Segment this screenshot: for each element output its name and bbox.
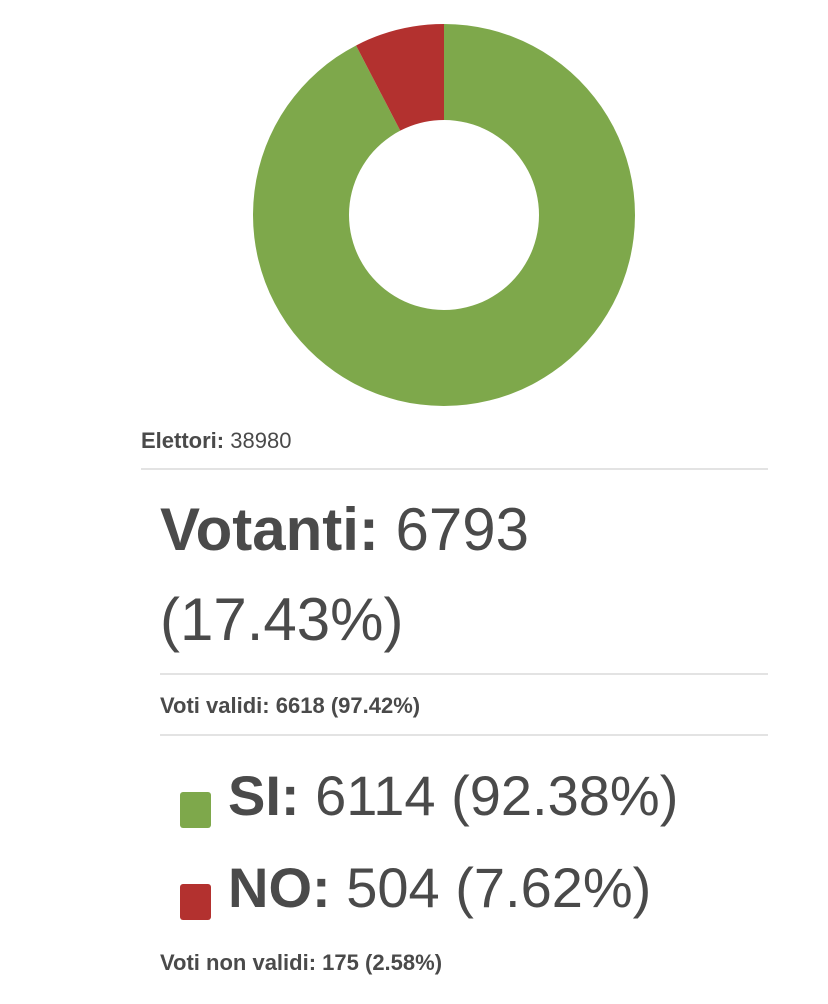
percent: (92.38%) (451, 764, 678, 827)
elettori: Elettori: 38980 (141, 428, 291, 453)
donut-segment (252, 24, 635, 407)
result: NO: 504 (7.62%) (228, 856, 651, 919)
label: SI: (228, 764, 300, 827)
results: SI: 6114 (92.38%) NO: 504 (7.62%) (180, 764, 678, 920)
votes: 6114 (315, 764, 435, 827)
label: Voti validi: (160, 693, 270, 718)
result: SI: 6114 (92.38%) (228, 764, 678, 827)
votes: 504 (346, 856, 439, 919)
donut-chart (252, 24, 635, 407)
label: Votanti: (160, 496, 379, 563)
label: Voti non validi: (160, 950, 316, 975)
label: NO: (228, 856, 331, 919)
voti-validi: Voti validi: 6618 (97.42%) (160, 693, 420, 718)
legend-swatch (180, 792, 211, 828)
percent: (97.42%) (331, 693, 420, 718)
value: 6618 (276, 693, 325, 718)
votanti-percent: (17.43%) (160, 586, 403, 653)
percent: (2.58%) (365, 950, 442, 975)
value: 6793 (396, 496, 529, 563)
value: 175 (322, 950, 359, 975)
donut-segment (356, 24, 444, 131)
voti-non-validi: Voti non validi: 175 (2.58%) (160, 950, 442, 975)
value: 38980 (230, 428, 291, 453)
legend-swatch (180, 884, 211, 920)
percent: (7.62%) (455, 856, 651, 919)
label: Elettori: (141, 428, 224, 453)
votanti: Votanti: 6793 (160, 496, 529, 563)
